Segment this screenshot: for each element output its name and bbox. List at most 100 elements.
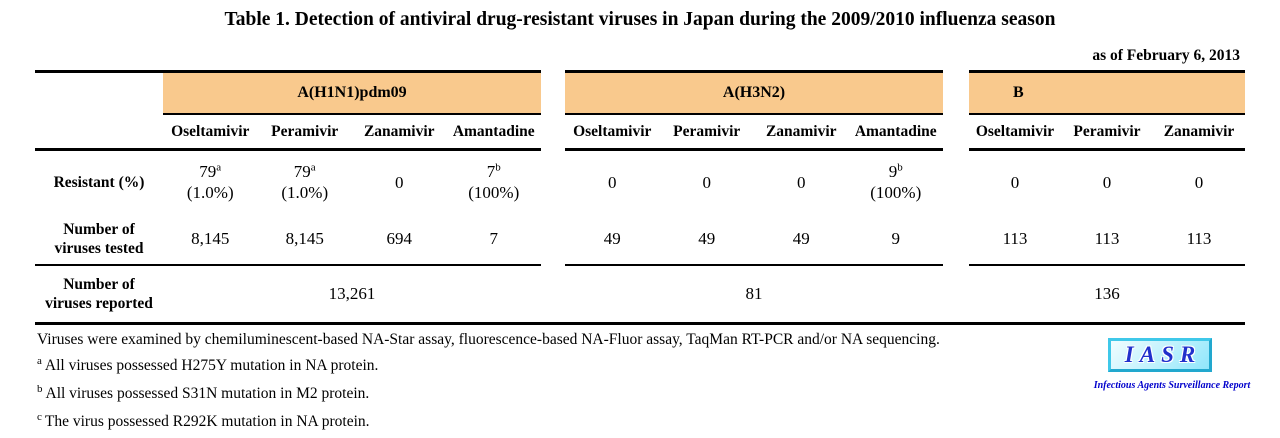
footnote-mark: a <box>310 161 316 174</box>
row-label-tested-cell: Number of viruses tested <box>35 213 163 264</box>
resistant-cell: 0 <box>754 151 849 213</box>
reported-cell: 136 <box>969 264 1245 322</box>
drug-header: Amantadine <box>452 122 535 140</box>
row-label-resistant: Resistant (%) <box>53 173 145 191</box>
footnote-c: c The virus possessed R292K mutation in N… <box>37 410 370 431</box>
resistant-cell: 7b (100%) <box>447 151 542 213</box>
resistant-value: 0 <box>1010 172 1020 192</box>
resistant-cell: 0 <box>1153 151 1245 213</box>
tested-cell: 9 <box>891 228 901 248</box>
drug-header: Oseltamivir <box>573 122 652 140</box>
drug-header: Zanamivir <box>765 122 837 140</box>
group-divider <box>541 70 565 322</box>
row-label-reported-cell: Number of viruses reported <box>35 264 163 322</box>
group-b: B Oseltamivir Peramivir Zanamivir 0 0 0 <box>969 70 1245 322</box>
footnote-b: b All viruses possessed S31N mutation in … <box>37 382 370 403</box>
row-label-column: Resistant (%) Number of viruses tested N… <box>35 70 163 322</box>
resistant-value: 79a <box>199 161 222 181</box>
row-label-reported-line2: viruses reported <box>45 295 153 312</box>
stub-drug-row-spacer <box>35 115 163 151</box>
resistant-cell: 79a (1.0%) <box>163 151 258 213</box>
group-h3n2: A(H3N2) Oseltamivir Peramivir Zanamivir … <box>565 70 943 322</box>
group-header-b: B <box>969 70 1245 115</box>
tested-row: 113 113 113 <box>969 213 1245 264</box>
drug-header: Peramivir <box>271 122 339 140</box>
footnote-b-text: All viruses possessed S31N mutation in M… <box>45 385 370 402</box>
footnote-mark: b <box>37 382 43 395</box>
tested-cell: 113 <box>1186 228 1212 248</box>
footnote-c-text: The virus possessed R292K mutation in NA… <box>44 413 370 430</box>
resistant-value: 0 <box>797 172 806 192</box>
as-of-date: as of February 6, 2013 <box>1092 47 1240 64</box>
resistant-cell: 0 <box>969 151 1061 213</box>
iasr-logo-subtitle: Infectious Agents Surveillance Report <box>1093 380 1251 391</box>
footnote-mark: c <box>37 410 42 423</box>
resistant-value: 7b <box>486 161 501 181</box>
tested-cell: 7 <box>489 228 499 248</box>
reported-cell: 13,261 <box>163 264 541 322</box>
tested-cell: 113 <box>1094 228 1120 248</box>
resistant-cell: 0 <box>1061 151 1153 213</box>
stub-spacer <box>35 70 163 115</box>
tested-cell: 8,145 <box>285 228 324 248</box>
drug-header-row: Oseltamivir Peramivir Zanamivir Amantadi… <box>163 115 541 151</box>
drug-header: Peramivir <box>1073 122 1141 140</box>
drug-header: Zanamivir <box>363 122 435 140</box>
page-title: Table 1. Detection of antiviral drug-res… <box>224 9 1056 30</box>
footnote-a-text: All viruses possessed H275Y mutation in … <box>44 357 379 374</box>
resistant-row: 0 0 0 <box>969 151 1245 213</box>
footnote-method: Viruses were examined by chemiluminescen… <box>37 331 940 348</box>
group-header-h1n1pdm09: A(H1N1)pdm09 <box>163 70 541 115</box>
tested-cell: 694 <box>386 228 413 248</box>
resistant-percent: (1.0%) <box>186 183 234 202</box>
resistant-percent: (1.0%) <box>281 183 329 202</box>
drug-header: Amantadine <box>854 122 937 140</box>
footnote-mark: b <box>897 161 903 174</box>
row-label-tested-line1: Number of <box>63 220 135 238</box>
row-label-resistant-cell: Resistant (%) <box>35 151 163 213</box>
footnote-mark: a <box>37 354 42 367</box>
tested-row: 49 49 49 9 <box>565 213 943 264</box>
resistant-value: 9b <box>888 161 903 181</box>
tested-cell: 8,145 <box>191 228 230 248</box>
resistant-value: 0 <box>1194 172 1204 192</box>
footnote-a: a All viruses possessed H275Y mutation in… <box>37 354 379 375</box>
tested-cell: 49 <box>792 228 810 248</box>
resistant-value: 0 <box>1102 172 1112 192</box>
drug-header: Oseltamivir <box>171 122 250 140</box>
resistant-percent: (100%) <box>468 183 520 202</box>
resistant-cell: 0 <box>565 151 660 213</box>
drug-header: Oseltamivir <box>975 122 1055 140</box>
resistance-table: Resistant (%) Number of viruses tested N… <box>35 70 1245 322</box>
footnote-mark: a <box>216 161 222 174</box>
reported-cell: 81 <box>565 264 943 322</box>
resistant-value: 0 <box>702 172 712 192</box>
group-divider <box>943 70 969 322</box>
footnote-mark: b <box>495 161 501 174</box>
row-label-reported: Number of viruses reported <box>45 275 153 313</box>
resistant-value: 79a <box>293 161 316 181</box>
resistant-cell: 0 <box>352 151 447 213</box>
iasr-logo: IASR <box>1108 338 1212 372</box>
resistant-value: 0 <box>608 172 617 192</box>
tested-cell: 113 <box>1002 228 1028 248</box>
drug-header-row: Oseltamivir Peramivir Zanamivir <box>969 115 1245 151</box>
resistant-row: 79a (1.0%) 79a (1.0%) 0 7b (100%) <box>163 151 541 213</box>
group-h1n1pdm09: A(H1N1)pdm09 Oseltamivir Peramivir Zanam… <box>163 70 541 322</box>
drug-header: Zanamivir <box>1163 122 1235 140</box>
resistant-cell: 0 <box>660 151 755 213</box>
resistant-cell: 79a (1.0%) <box>258 151 353 213</box>
resistant-cell: 9b (100%) <box>849 151 944 213</box>
group-header-h3n2: A(H3N2) <box>565 70 943 115</box>
row-label-reported-line1: Number of <box>63 276 135 293</box>
row-label-tested-line2: viruses tested <box>54 239 144 257</box>
drug-header: Peramivir <box>673 122 741 140</box>
row-label-tested: Number of viruses tested <box>54 220 143 258</box>
resistant-value: 0 <box>395 172 404 192</box>
resistant-row: 0 0 0 9b (100%) <box>565 151 943 213</box>
iasr-logo-text: IASR <box>1124 342 1202 367</box>
tested-cell: 49 <box>603 228 621 248</box>
tested-row: 8,145 8,145 694 7 <box>163 213 541 264</box>
drug-header-row: Oseltamivir Peramivir Zanamivir Amantadi… <box>565 115 943 151</box>
